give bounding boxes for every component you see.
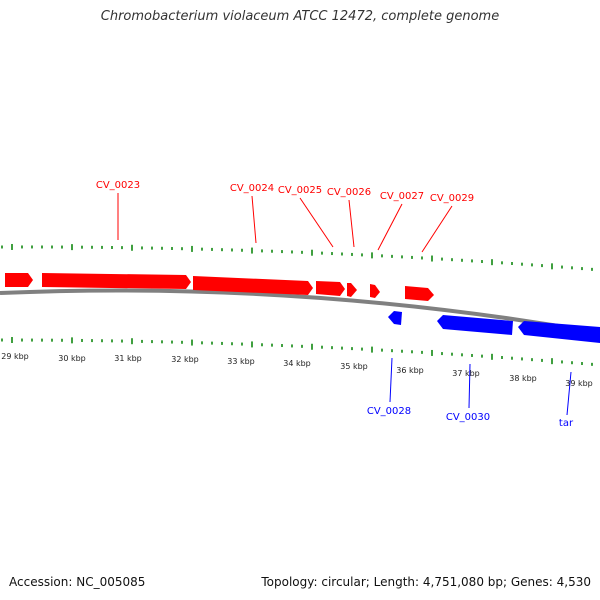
genome-title: Chromobacterium violaceum ATCC 12472, co… (100, 9, 500, 24)
gene-label[interactable]: CV_0024 (230, 183, 274, 194)
ruler-label: 32 kbp (171, 355, 199, 364)
gene-arrow-forward[interactable] (316, 281, 345, 296)
gene-label[interactable]: CV_0028 (367, 406, 411, 417)
gene-label[interactable]: CV_0026 (327, 187, 371, 198)
gene-label[interactable]: tar (559, 418, 574, 429)
forward-gene-labels: CV_0023 CV_0024 CV_0025 CV_0026 CV_0027 … (96, 180, 474, 253)
ruler-label: 36 kbp (396, 366, 424, 375)
ruler-label: 29 kbp (1, 352, 29, 361)
gene-arrow-forward[interactable] (405, 286, 434, 301)
gene-arrow-forward[interactable] (347, 283, 357, 297)
gene-arrow-reverse[interactable] (437, 315, 513, 335)
ruler-label: 38 kbp (509, 374, 537, 383)
gene-label[interactable]: CV_0030 (446, 412, 490, 423)
genome-backbone (0, 288, 600, 335)
gene-arrow-forward[interactable] (370, 284, 380, 298)
reverse-gene-labels: CV_0028 CV_0030 tar (367, 357, 574, 429)
ruler-label: 35 kbp (340, 362, 368, 371)
reverse-strand-genes (388, 311, 600, 343)
gene-label[interactable]: CV_0025 (278, 185, 322, 196)
ruler-label: 31 kbp (114, 354, 142, 363)
gene-label[interactable]: CV_0023 (96, 180, 140, 191)
ruler-label: 33 kbp (227, 357, 255, 366)
forward-strand-genes (5, 273, 434, 301)
ruler-label: 30 kbp (58, 354, 86, 363)
gene-label[interactable]: CV_0027 (380, 191, 424, 202)
genome-summary-text: Topology: circular; Length: 4,751,080 bp… (261, 575, 591, 589)
ruler-label: 37 kbp (452, 369, 480, 378)
gene-arrow-reverse[interactable] (518, 321, 600, 343)
gene-arrow-forward[interactable] (193, 276, 313, 295)
outer-tick-track (1, 243, 593, 271)
gene-label[interactable]: CV_0029 (430, 193, 474, 204)
gene-arrow-reverse[interactable] (388, 311, 402, 325)
ruler-label: 39 kbp (565, 379, 593, 388)
ruler-labels: 29 kbp 30 kbp 31 kbp 32 kbp 33 kbp 34 kb… (1, 352, 593, 388)
gene-arrow-forward[interactable] (5, 273, 33, 287)
accession-text: Accession: NC_005085 (9, 575, 146, 589)
ruler-label: 34 kbp (283, 359, 311, 368)
inner-tick-track (1, 337, 593, 366)
gene-arrow-forward[interactable] (42, 273, 191, 289)
